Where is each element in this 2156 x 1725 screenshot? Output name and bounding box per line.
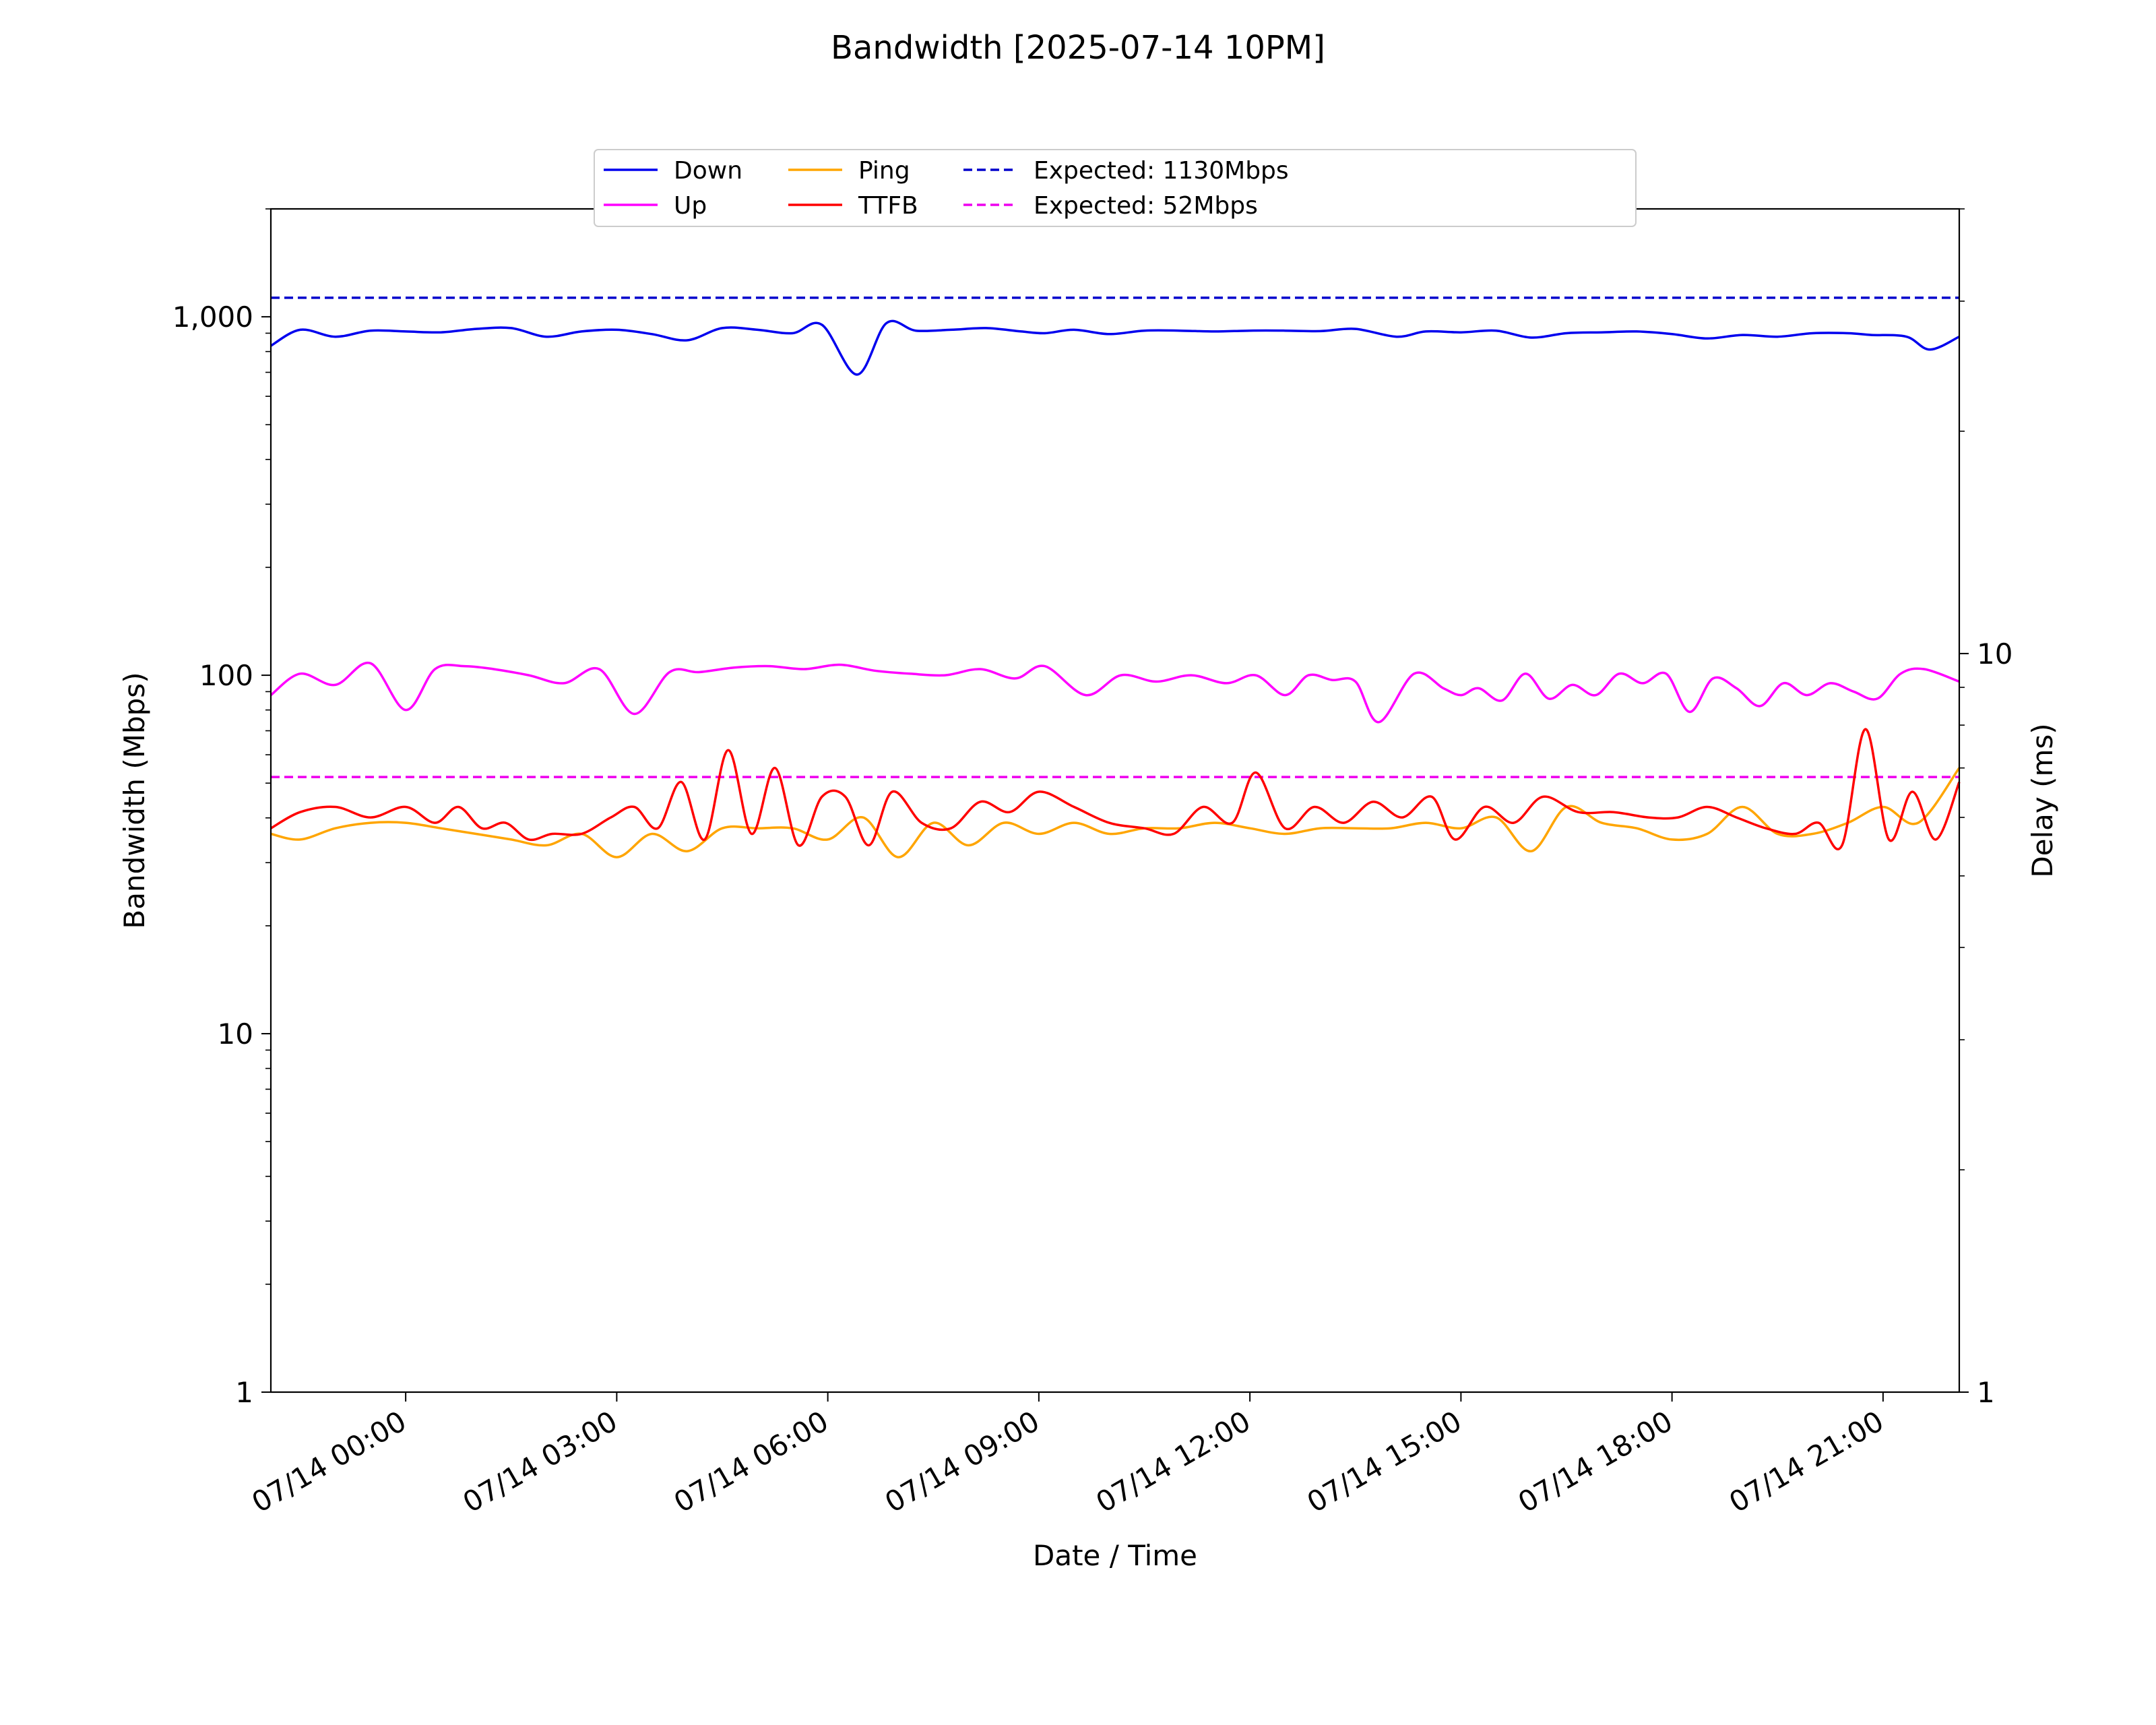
series-line-ping [270, 767, 1961, 858]
legend-label-3: TTFB [858, 192, 918, 220]
legend-label-0: Down [674, 157, 742, 185]
series-lines [270, 319, 1961, 858]
y2-axis-ticks: 1 10 [1959, 208, 2012, 1409]
y-tick-label-2: 100 [199, 659, 253, 692]
reference-lines [271, 296, 1959, 778]
y-axis-ticks: 1 10 100 1,000 [172, 208, 271, 1409]
legend-label-2: Ping [858, 157, 910, 185]
series-line-down [270, 319, 1960, 376]
y-tick-label-1: 10 [218, 1017, 253, 1050]
y2-tick-label-0: 1 [1977, 1376, 1995, 1409]
y2-tick-label-1: 10 [1977, 637, 2012, 670]
chart-title: Bandwidth [2025-07-14 10PM] [831, 29, 1325, 67]
legend-label-1: Up [674, 192, 707, 220]
series-line-ttfb [270, 728, 1961, 850]
y-axis-label: Bandwidth (Mbps) [118, 672, 151, 929]
series-line-up [270, 661, 1960, 724]
y-tick-label-3: 1,000 [172, 301, 253, 334]
legend-box [594, 149, 1637, 227]
legend: Down Up Ping TTFB Expected: 1130Mbps Expected… [594, 149, 1637, 227]
x-axis-label: Date / Time [1033, 1539, 1197, 1572]
y-tick-label-0: 1 [235, 1376, 253, 1409]
legend-label-5: Expected: 52Mbps [1034, 192, 1258, 220]
legend-label-4: Expected: 1130Mbps [1034, 157, 1289, 185]
y2-axis-label: Delay (ms) [2026, 723, 2059, 877]
